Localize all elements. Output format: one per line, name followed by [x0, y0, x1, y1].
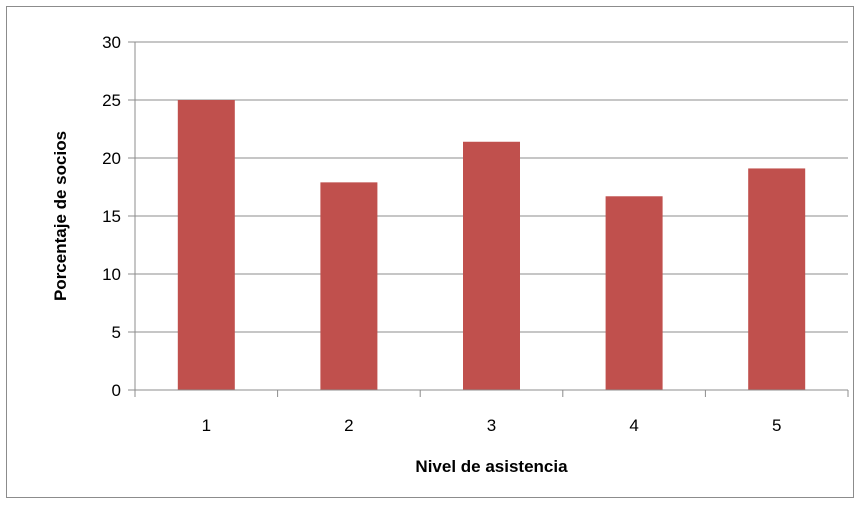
x-tick-label: 3: [487, 416, 496, 435]
y-tick-label: 15: [102, 207, 121, 226]
x-tick-label: 1: [202, 416, 211, 435]
y-tick-label: 5: [112, 323, 121, 342]
bar: [177, 100, 235, 390]
bar: [320, 182, 378, 390]
x-tick-label: 2: [344, 416, 353, 435]
bar: [748, 168, 806, 390]
y-tick-label: 20: [102, 149, 121, 168]
bars: [177, 100, 806, 390]
y-axis-title: Porcentaje de socios: [51, 131, 70, 301]
x-axis-title: Nivel de asistencia: [415, 457, 568, 476]
x-tick-labels: 1 2 3 4 5: [202, 416, 782, 435]
x-tick-label: 4: [629, 416, 638, 435]
bar: [463, 141, 520, 390]
axes: [128, 41, 849, 397]
y-tick-labels: 0 5 10 15 20 25 30: [102, 33, 121, 400]
y-tick-label: 0: [112, 381, 121, 400]
x-tick-label: 5: [772, 416, 781, 435]
bar: [605, 196, 663, 390]
gridlines: [135, 41, 848, 333]
y-tick-label: 30: [102, 33, 121, 52]
y-tick-label: 25: [102, 91, 121, 110]
chart-frame: [6, 6, 854, 498]
y-tick-label: 10: [102, 265, 121, 284]
